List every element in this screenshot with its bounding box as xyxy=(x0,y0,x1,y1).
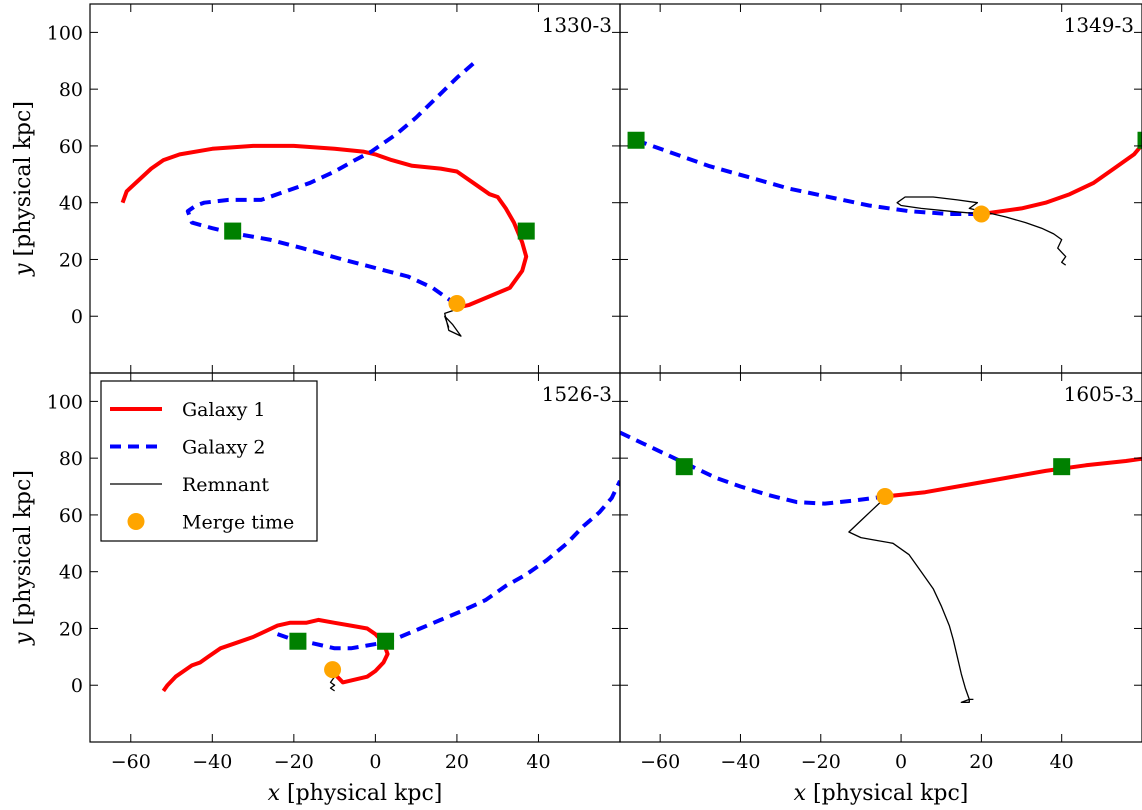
start-marker xyxy=(517,222,535,240)
plot-area xyxy=(161,480,620,693)
series-line-galaxy-1 xyxy=(120,143,529,310)
y-tick-label: 40 xyxy=(59,193,83,215)
panel-frame xyxy=(619,372,1142,743)
start-marker xyxy=(627,131,645,149)
x-axis-label: x [physical kpc] xyxy=(794,781,969,806)
y-tick-label: 80 xyxy=(59,448,83,470)
panel-label: 1605-3 xyxy=(1064,382,1134,406)
plot-area xyxy=(627,131,1142,266)
series-line-galaxy-2 xyxy=(185,62,475,307)
x-tick-label: −60 xyxy=(640,751,680,773)
merge-time-marker xyxy=(324,661,342,679)
y-axis-unit: [physical kpc] xyxy=(11,101,36,263)
start-marker xyxy=(1053,458,1071,476)
start-marker xyxy=(1137,131,1142,149)
series-line-remnant xyxy=(444,304,462,337)
series-line-remnant xyxy=(848,497,974,703)
x-axis-unit: [physical kpc] xyxy=(806,781,968,806)
series-line-galaxy-1 xyxy=(884,456,1142,499)
start-marker xyxy=(289,632,307,650)
legend-label: Merge time xyxy=(182,512,294,534)
panel-label: 1330-3 xyxy=(542,13,612,37)
series-line-galaxy-1 xyxy=(161,617,390,693)
panel-1349-3: 1349-3 xyxy=(619,3,1142,374)
y-tick-label: 20 xyxy=(59,618,83,640)
y-tick-label: 80 xyxy=(59,79,83,101)
y-tick-label: 20 xyxy=(59,249,83,271)
panel-frame xyxy=(89,3,621,374)
plot-area xyxy=(620,430,1142,703)
x-tick-label: −40 xyxy=(192,751,232,773)
plot-area xyxy=(120,62,535,337)
panel-label: 1349-3 xyxy=(1064,13,1134,37)
series-line-galaxy-2 xyxy=(620,430,886,506)
y-tick-label: 0 xyxy=(71,675,83,697)
y-tick-label: 60 xyxy=(59,505,83,527)
legend-label: Galaxy 1 xyxy=(182,399,266,421)
series-line-galaxy-2 xyxy=(635,138,982,216)
x-tick-label: 20 xyxy=(445,751,469,773)
x-tick-label: 0 xyxy=(895,751,907,773)
y-axis-unit: [physical kpc] xyxy=(11,470,36,632)
legend-label: Remnant xyxy=(182,474,269,496)
panel-frame xyxy=(619,3,1142,374)
x-tick-label: 40 xyxy=(526,751,550,773)
panel-1526-3: −60 −40 −20 0 20 40 0 20 40 60 80 100 1526-3 xyxy=(47,372,621,773)
x-tick-label: −40 xyxy=(720,751,760,773)
y-tick-label: 0 xyxy=(71,306,83,328)
x-tick-label: 0 xyxy=(369,751,381,773)
y-tick-label: 40 xyxy=(59,562,83,584)
x-tick-label: 40 xyxy=(1050,751,1074,773)
legend-label: Galaxy 2 xyxy=(182,437,266,459)
series-line-galaxy-2 xyxy=(276,480,620,651)
y-tick-label: 100 xyxy=(47,391,83,413)
start-marker xyxy=(675,458,693,476)
x-tick-label: −20 xyxy=(801,751,841,773)
merge-time-marker xyxy=(972,205,990,223)
y-axis-label: y [physical kpc] xyxy=(11,101,36,277)
start-marker xyxy=(377,632,395,650)
merge-time-marker xyxy=(448,294,466,312)
x-tick-label: −60 xyxy=(111,751,151,773)
y-tick-label: 100 xyxy=(47,22,83,44)
x-axis-label: x [physical kpc] xyxy=(268,781,443,806)
y-axis-variable: y xyxy=(11,632,36,646)
start-marker xyxy=(224,222,242,240)
y-tick-label: 60 xyxy=(59,136,83,158)
legend: Galaxy 1 Galaxy 2 Remnant Merge time xyxy=(100,380,318,542)
x-tick-label: −20 xyxy=(274,751,314,773)
x-axis-variable: x xyxy=(794,781,807,806)
merge-time-marker xyxy=(876,487,894,505)
y-axis-variable: y xyxy=(11,263,36,277)
series-line-galaxy-1 xyxy=(981,141,1142,216)
y-axis-label: y [physical kpc] xyxy=(11,470,36,646)
panel-1605-3: −60 −40 −20 0 20 40 1605-3 xyxy=(619,372,1142,773)
x-axis-variable: x xyxy=(268,781,281,806)
legend-marker-merge-time xyxy=(127,513,145,530)
panel-label: 1526-3 xyxy=(542,382,612,406)
x-tick-label: 20 xyxy=(969,751,993,773)
panel-1330-3: 0 20 40 60 80 100 1330-3 xyxy=(47,3,621,374)
x-axis-unit: [physical kpc] xyxy=(280,781,442,806)
